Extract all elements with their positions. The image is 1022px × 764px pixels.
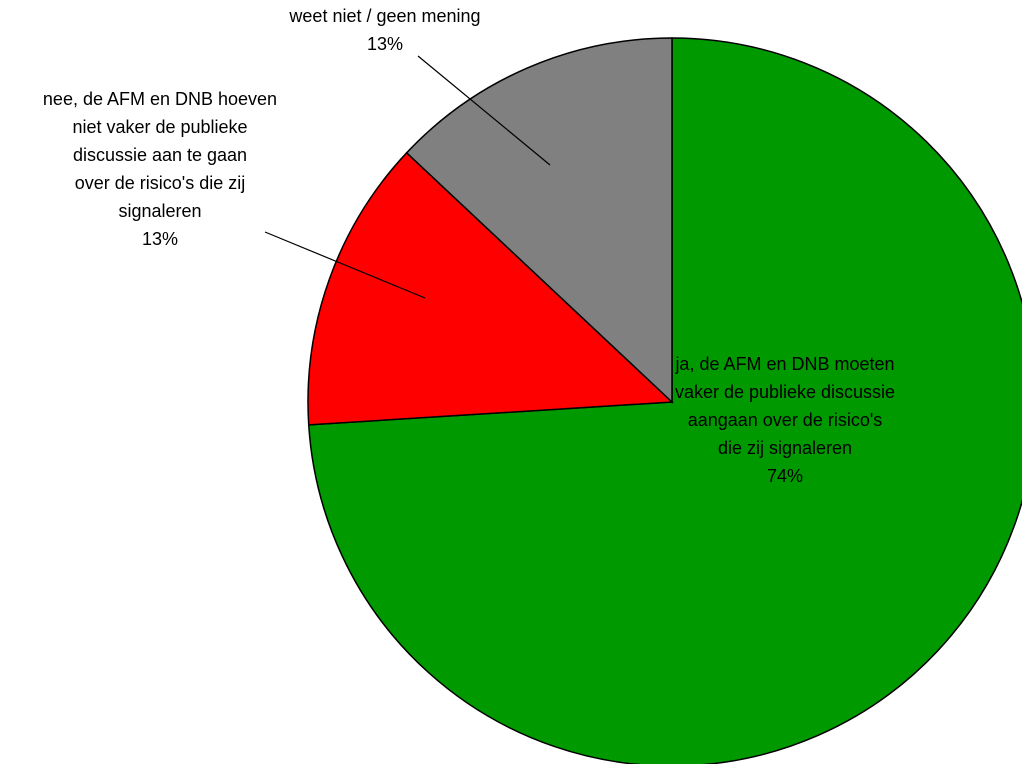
slice-label: nee, de AFM en DNB hoeven niet vaker de p… bbox=[43, 89, 277, 221]
label-line: nee, de AFM en DNB hoeven bbox=[43, 89, 277, 109]
label-line: signaleren bbox=[118, 201, 201, 221]
label-line: aangaan over de risico's bbox=[688, 410, 883, 430]
pie-slice bbox=[307, 151, 674, 426]
value-label: 13% bbox=[367, 34, 403, 54]
label-line: over de risico's die zij bbox=[75, 173, 246, 193]
leader-line bbox=[264, 231, 426, 299]
value-label: 74% bbox=[767, 466, 803, 486]
label-line: discussie aan te gaan bbox=[73, 145, 247, 165]
leader-line bbox=[417, 55, 551, 166]
slice-label: weet niet / geen mening bbox=[288, 6, 480, 26]
label-line: weet niet / geen mening bbox=[288, 6, 480, 26]
label-line: die zij signaleren bbox=[718, 438, 852, 458]
label-line: vaker de publieke discussie bbox=[675, 382, 895, 402]
slice-label: ja, de AFM en DNB moeten vaker de publiek… bbox=[674, 354, 895, 458]
pie-slice bbox=[405, 37, 673, 404]
pie-slice bbox=[307, 37, 1022, 764]
label-line: ja, de AFM en DNB moeten bbox=[674, 354, 894, 374]
value-label: 13% bbox=[142, 229, 178, 249]
label-line: niet vaker de publieke bbox=[72, 117, 247, 137]
